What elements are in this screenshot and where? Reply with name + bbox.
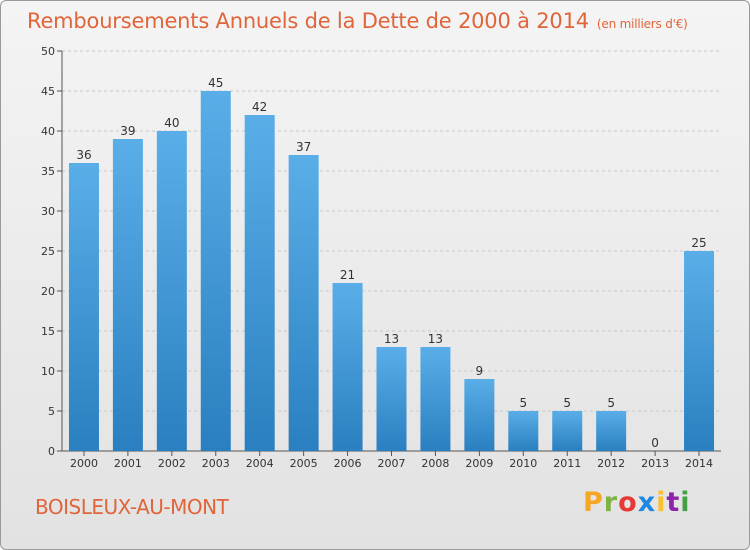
bar <box>200 91 231 451</box>
bar <box>244 115 275 451</box>
bar-value-label: 25 <box>691 236 706 250</box>
x-tick-label: 2014 <box>685 457 713 470</box>
bar <box>288 155 319 451</box>
bar-value-label: 45 <box>208 76 223 90</box>
x-tick-label: 2003 <box>202 457 230 470</box>
bar-value-label: 36 <box>76 148 91 162</box>
x-tick-label: 2009 <box>465 457 493 470</box>
x-tick-label: 2004 <box>246 457 274 470</box>
bar-value-label: 0 <box>651 436 659 450</box>
bar <box>508 411 539 451</box>
x-tick-label: 2007 <box>378 457 406 470</box>
logo-letter: t <box>666 487 681 518</box>
y-tick-label: 45 <box>41 85 55 98</box>
y-tick-label: 30 <box>41 205 55 218</box>
y-tick-label: 40 <box>41 125 55 138</box>
x-tick-label: 2002 <box>158 457 186 470</box>
x-tick-label: 2001 <box>114 457 142 470</box>
bar <box>376 347 407 451</box>
bar-value-label: 5 <box>607 396 615 410</box>
logo-letter: i <box>680 487 691 518</box>
bar-value-label: 5 <box>519 396 527 410</box>
bar-value-label: 13 <box>384 332 399 346</box>
bar-value-label: 9 <box>476 364 484 378</box>
x-tick-label: 2008 <box>421 457 449 470</box>
x-tick-label: 2006 <box>334 457 362 470</box>
x-tick-label: 2012 <box>597 457 625 470</box>
y-tick-label: 25 <box>41 245 55 258</box>
logo-letter: P <box>583 487 604 518</box>
logo-letter: r <box>603 487 619 518</box>
commune-name: BOISLEUX-AU-MONT <box>35 495 229 519</box>
bar <box>420 347 451 451</box>
logo-letter: x <box>637 487 657 518</box>
bar-value-label: 42 <box>252 100 267 114</box>
bars <box>68 91 715 451</box>
bar <box>552 411 583 451</box>
x-tick-label: 2005 <box>290 457 318 470</box>
bar <box>112 139 143 451</box>
logo-letter: o <box>618 487 638 518</box>
bar-value-label: 40 <box>164 116 179 130</box>
x-tick-label: 2000 <box>70 457 98 470</box>
bar-value-label: 13 <box>428 332 443 346</box>
proxiti-logo: Proxiti <box>583 487 691 518</box>
chart-title-text: Remboursements Annuels de la Dette de 20… <box>27 9 589 33</box>
bar-value-label: 21 <box>340 268 355 282</box>
x-tick-label: 2010 <box>509 457 537 470</box>
bar <box>684 251 715 451</box>
chart-title: Remboursements Annuels de la Dette de 20… <box>27 9 688 33</box>
y-tick-label: 5 <box>48 405 55 418</box>
bar-value-label: 37 <box>296 140 311 154</box>
bar <box>596 411 627 451</box>
y-tick-label: 20 <box>41 285 55 298</box>
y-tick-label: 35 <box>41 165 55 178</box>
bar-value-label: 39 <box>120 124 135 138</box>
x-tick-label: 2011 <box>553 457 581 470</box>
y-tick-label: 15 <box>41 325 55 338</box>
bar <box>156 131 187 451</box>
bar-value-label: 5 <box>563 396 571 410</box>
logo-letter: i <box>656 487 667 518</box>
bar <box>464 379 495 451</box>
bar <box>68 163 99 451</box>
y-tick-label: 50 <box>41 45 55 58</box>
chart-unit: (en milliers d'€) <box>596 17 688 31</box>
y-tick-label: 10 <box>41 365 55 378</box>
x-tick-label: 2013 <box>641 457 669 470</box>
y-tick-label: 0 <box>48 445 55 458</box>
bar <box>332 283 363 451</box>
labels: 0510152025303540455036200039200140200245… <box>41 45 713 470</box>
